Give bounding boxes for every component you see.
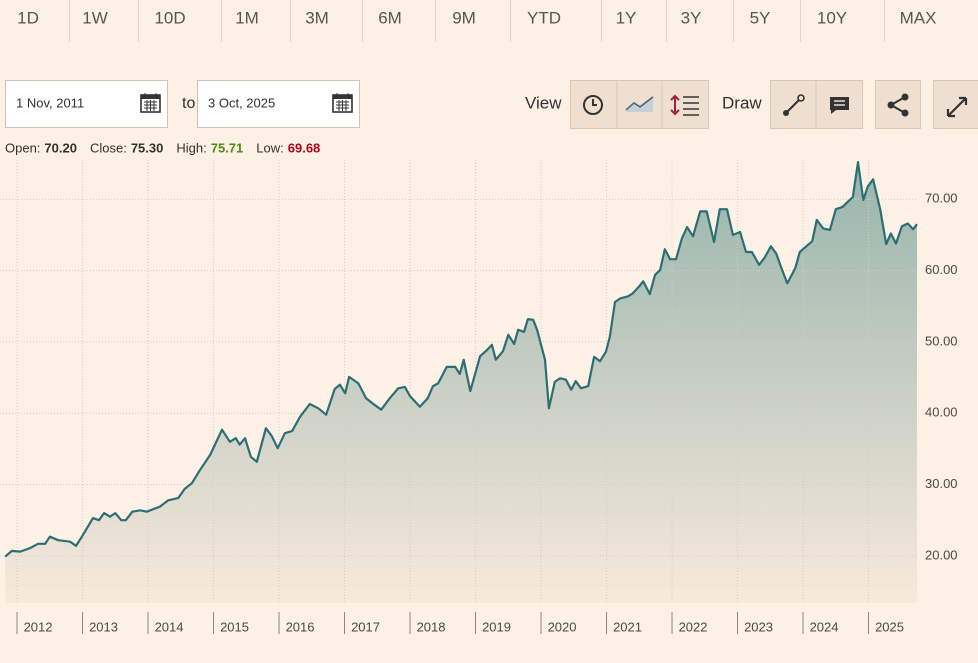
y-tick-label: 40.00 bbox=[925, 405, 958, 420]
x-tick-label: 2020 bbox=[548, 619, 577, 634]
x-tick-label: 2015 bbox=[220, 619, 249, 634]
ohlc-label: High: bbox=[176, 140, 206, 155]
period-button[interactable]: 1W bbox=[82, 8, 108, 27]
mountain-icon[interactable] bbox=[625, 96, 654, 112]
draw-label: Draw bbox=[722, 93, 762, 112]
ohlc-value: 70.20 bbox=[44, 140, 77, 155]
ohlc-label: Low: bbox=[256, 140, 283, 155]
ohlc-row: Open: 70.20 Close: 75.30 High: 75.71 Low: 69.68 bbox=[5, 140, 320, 155]
period-button[interactable]: 6M bbox=[378, 8, 402, 27]
y-tick-label: 70.00 bbox=[925, 191, 958, 206]
view-buttons bbox=[570, 80, 709, 129]
x-tick-label: 2024 bbox=[810, 619, 839, 634]
line bbox=[4, 161, 918, 558]
line-tool-icon[interactable] bbox=[783, 94, 805, 116]
x-tick-label: 2017 bbox=[351, 619, 380, 634]
to-label: to bbox=[182, 95, 195, 112]
ohlc-label: Close: bbox=[90, 140, 127, 155]
x-tick-label: 2019 bbox=[482, 619, 511, 634]
x-tick-label: 2021 bbox=[613, 619, 642, 634]
ohlc-value: 75.71 bbox=[211, 140, 244, 155]
y-tick-label: 60.00 bbox=[925, 262, 958, 277]
from-date: 1 Nov, 2011 bbox=[16, 95, 84, 110]
comment-icon[interactable] bbox=[830, 97, 849, 114]
ohlc-value: 69.68 bbox=[288, 140, 321, 155]
x-tick-label: 2016 bbox=[286, 619, 315, 634]
scale-icon[interactable] bbox=[670, 94, 699, 116]
to-date: 3 Oct, 2025 bbox=[208, 95, 275, 110]
ohlc-label: Open: bbox=[5, 140, 40, 155]
period-bar: 1D 1W 10D 1M 3M 6M 9M YTD 1Y 3Y 5Y 10Y MAX bbox=[17, 0, 936, 42]
view-label: View bbox=[525, 93, 562, 112]
period-button[interactable]: 1M bbox=[235, 8, 259, 27]
x-tick-label: 2022 bbox=[679, 619, 708, 634]
expand-button[interactable] bbox=[933, 80, 978, 129]
expand-icon bbox=[946, 96, 968, 118]
x-tick-label: 2013 bbox=[89, 619, 118, 634]
calendar-icon[interactable] bbox=[332, 93, 353, 113]
period-button[interactable]: YTD bbox=[527, 8, 561, 27]
period-button[interactable]: 3M bbox=[305, 8, 329, 27]
y-tick-label: 20.00 bbox=[925, 547, 958, 562]
x-tick-label: 2025 bbox=[875, 619, 904, 634]
x-tick-label: 2023 bbox=[744, 619, 773, 634]
area bbox=[5, 162, 917, 603]
ohlc-value: 75.30 bbox=[131, 140, 164, 155]
period-button[interactable]: 10D bbox=[154, 8, 185, 27]
x-tick-label: 2018 bbox=[417, 619, 446, 634]
calendar-icon[interactable] bbox=[140, 93, 161, 113]
period-button[interactable]: 3Y bbox=[681, 8, 702, 27]
share-button[interactable] bbox=[875, 80, 921, 129]
clock-icon[interactable] bbox=[583, 95, 603, 115]
plot: 20.00 30.00 40.00 50.00 60.00 70.00 2012 2013 20… bbox=[0, 160, 958, 634]
period-button[interactable]: 5Y bbox=[750, 8, 771, 27]
share-icon bbox=[887, 93, 909, 117]
y-tick-label: 50.00 bbox=[925, 333, 958, 348]
period-button[interactable]: 1D bbox=[17, 8, 39, 27]
period-button[interactable]: 1Y bbox=[616, 8, 637, 27]
y-tick-label: 30.00 bbox=[925, 476, 958, 491]
period-button[interactable]: MAX bbox=[900, 8, 937, 27]
period-button[interactable]: 9M bbox=[452, 8, 476, 27]
x-tick-label: 2014 bbox=[155, 619, 184, 634]
period-button[interactable]: 10Y bbox=[817, 8, 847, 27]
x-tick-label: 2012 bbox=[24, 619, 53, 634]
